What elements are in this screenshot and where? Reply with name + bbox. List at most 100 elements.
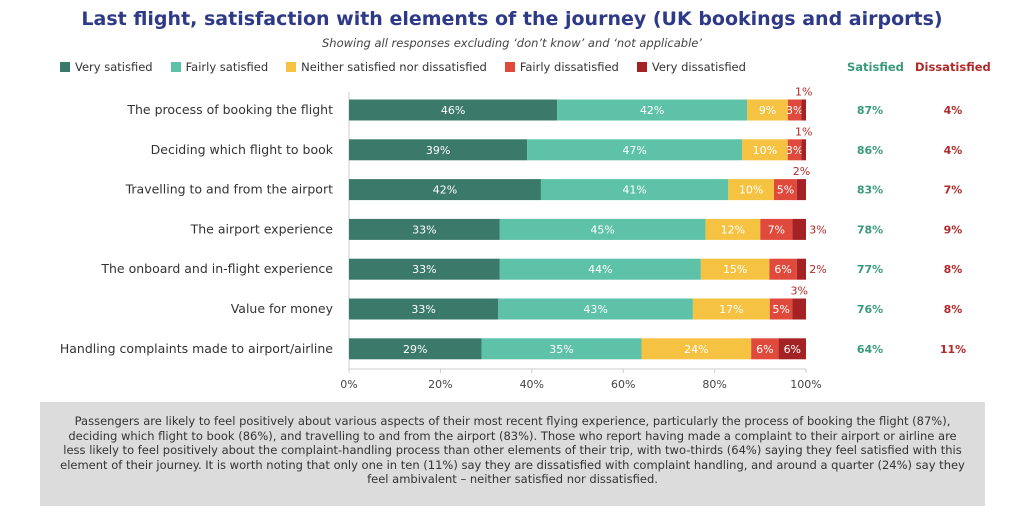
dissatisfied-value: 9%	[944, 223, 963, 236]
legend-item: Fairly satisfied	[170, 60, 269, 74]
data-label: 44%	[588, 263, 612, 276]
stacked-bar-chart: 0% 20% 40% 60% 80% 100% The process of booking…	[60, 86, 966, 392]
x-tick-label: 100%	[790, 378, 821, 391]
category-label: Value for money	[231, 301, 334, 316]
satisfied-value: 86%	[857, 144, 883, 157]
x-tick-label: 0%	[340, 378, 357, 391]
data-label: 10%	[753, 144, 777, 157]
bar-segment	[498, 298, 693, 320]
bar-segment	[641, 338, 752, 360]
data-label: 24%	[684, 343, 708, 356]
dissatisfied-value: 7%	[944, 184, 963, 197]
data-label: 3%	[809, 223, 826, 236]
dissatisfied-value: 8%	[944, 303, 963, 316]
bar-segment	[700, 258, 770, 280]
x-tick-label: 40%	[520, 378, 544, 391]
legend-swatch	[504, 62, 515, 72]
data-label: 3%	[790, 285, 807, 298]
legend-label: Very satisfied	[75, 60, 153, 74]
data-label: 2%	[809, 263, 826, 276]
satisfied-value: 83%	[857, 184, 883, 197]
bar-segment	[801, 139, 806, 161]
bar-segment	[760, 218, 793, 240]
data-label: 10%	[739, 184, 763, 197]
bar-segment	[349, 218, 500, 240]
data-label: 5%	[777, 184, 794, 197]
bar-segment	[792, 298, 806, 320]
satisfied-value: 76%	[857, 303, 883, 316]
bar-segment	[742, 139, 788, 161]
data-label: 47%	[622, 144, 646, 157]
legend-label: Very dissatisfied	[651, 60, 746, 74]
data-label: 15%	[723, 263, 747, 276]
bar-segment	[557, 99, 748, 121]
bar-segment	[769, 258, 797, 280]
bar-segment	[769, 298, 793, 320]
legend-swatch	[286, 62, 297, 72]
bar-segment	[527, 139, 743, 161]
category-label: Handling complaints made to airport/airl…	[60, 341, 333, 356]
legend-swatch	[60, 62, 70, 72]
bar-segment	[747, 99, 788, 121]
data-label: 45%	[590, 223, 614, 236]
bar-segment	[349, 338, 482, 360]
category-label: Travelling to and from the airport	[125, 182, 333, 197]
data-label: 17%	[719, 303, 743, 316]
data-label: 6%	[756, 343, 773, 356]
bar-segment	[787, 99, 802, 121]
data-label: 33%	[412, 263, 436, 276]
bar-segment	[499, 218, 706, 240]
bar-segment	[751, 338, 779, 360]
legend-item: Neither satisfied nor dissatisfied	[286, 60, 487, 74]
dissatisfied-value: 8%	[944, 263, 963, 276]
legend-label: Neither satisfied nor dissatisfied	[301, 60, 487, 74]
dissatisfied-value: 4%	[944, 144, 963, 157]
data-label: 1%	[795, 125, 812, 138]
legend-item: Very dissatisfied	[636, 60, 746, 74]
bar-segment	[349, 258, 500, 280]
bar-segment	[349, 139, 528, 161]
legend-item: Very satisfied	[60, 60, 153, 74]
satisfied-value: 64%	[857, 343, 883, 356]
bar-segment	[796, 179, 806, 201]
dissatisfied-value: 11%	[940, 343, 966, 356]
bar-segment	[540, 179, 729, 201]
category-label: The process of booking the flight	[126, 102, 333, 117]
data-label: 39%	[426, 144, 450, 157]
bar-segment	[705, 218, 761, 240]
dissatisfied-value: 4%	[944, 104, 963, 117]
legend-label: Fairly satisfied	[185, 60, 269, 74]
satisfied-header: Satisfied	[847, 60, 904, 74]
bar-segment	[499, 258, 701, 280]
data-label: 29%	[403, 343, 427, 356]
bar-segment	[349, 179, 541, 201]
satisfied-value: 87%	[857, 104, 883, 117]
data-label: 33%	[412, 223, 436, 236]
bar-segment	[774, 179, 797, 201]
data-label: 9%	[759, 104, 776, 117]
data-label: 35%	[549, 343, 573, 356]
bar-segment	[792, 218, 806, 240]
data-label: 43%	[583, 303, 607, 316]
data-label: 33%	[411, 303, 435, 316]
bar-segment	[778, 338, 806, 360]
category-label: Deciding which flight to book	[151, 142, 334, 157]
data-label: 6%	[784, 343, 801, 356]
data-label: 5%	[772, 303, 789, 316]
legend-item: Fairly dissatisfied	[504, 60, 619, 74]
data-label: 7%	[768, 223, 785, 236]
satisfied-value: 77%	[857, 263, 883, 276]
legend-swatch	[636, 62, 647, 72]
satisfied-value: 78%	[857, 223, 883, 236]
data-label: 46%	[441, 104, 465, 117]
data-label: 1%	[795, 86, 812, 99]
legend-label: Fairly dissatisfied	[519, 60, 619, 74]
data-label: 3%	[786, 104, 803, 117]
bar-segment	[796, 258, 806, 280]
bar-segment	[481, 338, 642, 360]
legend-swatch	[170, 62, 181, 72]
data-label: 12%	[721, 223, 745, 236]
bar-segment	[728, 179, 775, 201]
x-tick-label: 80%	[702, 378, 726, 391]
dissatisfied-header: Dissatisfied	[915, 60, 991, 74]
